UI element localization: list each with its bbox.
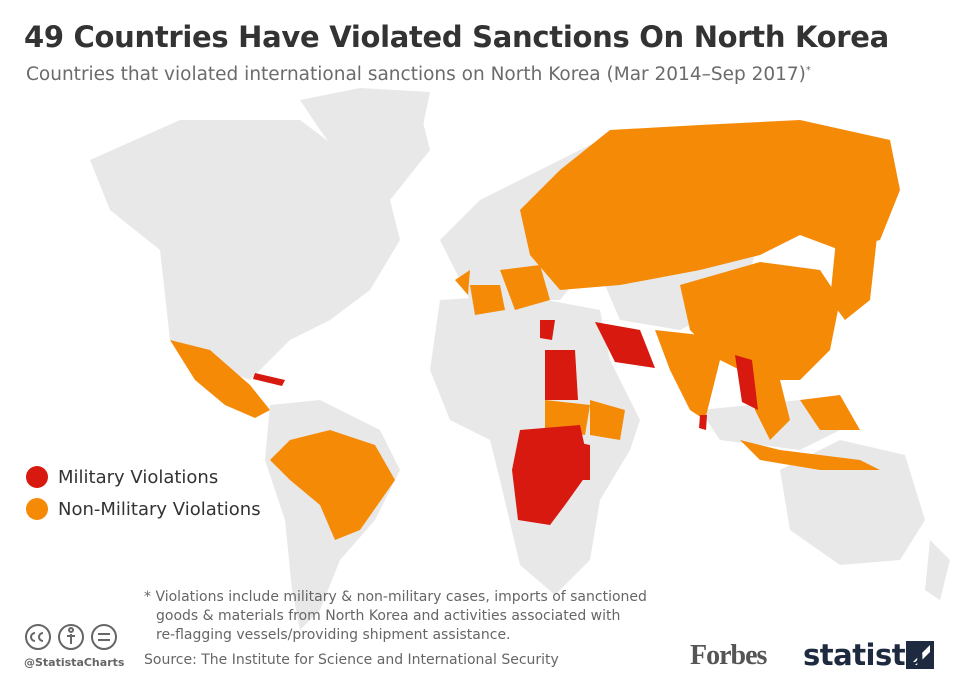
title: 49 Countries Have Violated Sanctions On …	[24, 20, 889, 54]
footnote-line: * Violations include military & non-mili…	[144, 589, 647, 605]
legend-label: Non-Military Violations	[58, 498, 261, 520]
legend-swatch	[26, 498, 48, 520]
legend-label: Military Violations	[58, 466, 219, 488]
statista-mark	[906, 641, 934, 669]
footnote: * Violations include military & non-mili…	[144, 588, 647, 645]
handle: @StatistaCharts	[24, 656, 125, 669]
subtitle-mark: *	[805, 64, 811, 76]
footnote-line: goods & materials from North Korea and a…	[156, 608, 621, 624]
subtitle-text: Countries that violated international sa…	[26, 64, 806, 85]
non-military-countries	[170, 120, 900, 540]
statista-logo: statista	[803, 638, 925, 672]
legend-item: Non-Military Violations	[26, 498, 261, 520]
license-icons	[25, 624, 117, 650]
military-countries	[253, 320, 758, 525]
footnote-line: re-flagging vessels/providing shipment a…	[156, 627, 511, 643]
forbes-logo: Forbes	[690, 640, 767, 671]
source: Source: The Institute for Science and In…	[144, 652, 559, 668]
legend-item: Military Violations	[26, 466, 218, 488]
legend-swatch	[26, 466, 48, 488]
subtitle: Countries that violated international sa…	[26, 64, 811, 85]
